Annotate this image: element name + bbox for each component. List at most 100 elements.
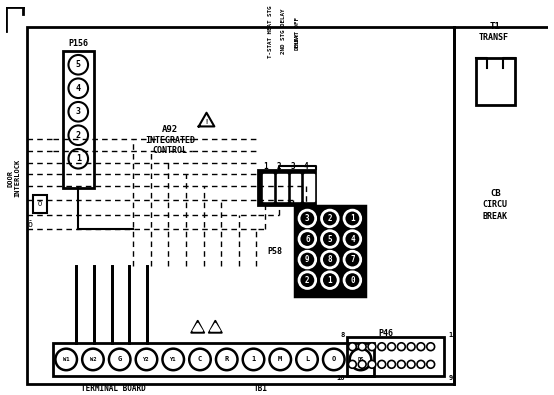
- Text: 5: 5: [76, 60, 81, 69]
- Text: BREAK: BREAK: [483, 212, 508, 221]
- Circle shape: [243, 349, 264, 370]
- Text: DS: DS: [357, 357, 364, 362]
- Text: 8: 8: [340, 332, 345, 338]
- Text: 16: 16: [336, 375, 345, 381]
- Circle shape: [136, 349, 157, 370]
- Circle shape: [427, 343, 435, 351]
- Text: W1: W1: [63, 357, 69, 362]
- Text: !: !: [204, 118, 209, 124]
- Text: TB1: TB1: [253, 384, 267, 393]
- Circle shape: [69, 126, 88, 145]
- Text: G: G: [117, 356, 122, 363]
- Bar: [27, 26, 454, 384]
- Polygon shape: [208, 320, 222, 333]
- Text: O: O: [38, 201, 42, 207]
- Text: 9: 9: [448, 375, 453, 381]
- Polygon shape: [199, 113, 214, 126]
- Text: 5: 5: [327, 235, 332, 244]
- Text: P156: P156: [68, 39, 88, 48]
- Circle shape: [216, 349, 238, 370]
- Text: C: C: [198, 356, 202, 363]
- Text: 1: 1: [448, 332, 453, 338]
- Text: Y1: Y1: [170, 357, 177, 362]
- Polygon shape: [211, 323, 220, 331]
- Text: 1: 1: [350, 214, 355, 223]
- Text: L: L: [305, 356, 309, 363]
- Circle shape: [321, 251, 338, 268]
- Circle shape: [348, 360, 356, 368]
- Text: ŏ: ŏ: [28, 220, 33, 229]
- Circle shape: [388, 360, 396, 368]
- Text: 4: 4: [76, 84, 81, 93]
- Circle shape: [321, 210, 338, 227]
- Text: P46: P46: [378, 329, 393, 337]
- Circle shape: [82, 349, 104, 370]
- Text: 1: 1: [76, 154, 81, 163]
- Circle shape: [350, 349, 371, 370]
- Circle shape: [296, 349, 318, 370]
- Circle shape: [69, 79, 88, 98]
- Circle shape: [299, 251, 316, 268]
- Text: 6: 6: [305, 235, 310, 244]
- Text: TRANSF: TRANSF: [478, 33, 509, 42]
- Text: CB: CB: [490, 188, 501, 198]
- Bar: [258, 171, 315, 205]
- Text: 2: 2: [76, 131, 81, 140]
- Circle shape: [55, 349, 77, 370]
- Circle shape: [321, 272, 338, 288]
- Circle shape: [397, 343, 405, 351]
- Text: CONTROL: CONTROL: [153, 147, 188, 155]
- Text: 3: 3: [290, 162, 295, 171]
- Text: 4: 4: [304, 162, 309, 171]
- Circle shape: [269, 349, 291, 370]
- Text: HEAT OFF: HEAT OFF: [295, 17, 300, 45]
- Circle shape: [358, 343, 366, 351]
- Text: O: O: [332, 356, 336, 363]
- Circle shape: [397, 360, 405, 368]
- Polygon shape: [191, 320, 204, 333]
- Text: P58: P58: [267, 247, 282, 256]
- Circle shape: [299, 231, 316, 247]
- Text: 7: 7: [350, 255, 355, 264]
- Bar: [476, 58, 515, 105]
- Circle shape: [417, 343, 425, 351]
- Text: 3: 3: [76, 107, 81, 116]
- Text: Y2: Y2: [143, 357, 150, 362]
- Circle shape: [162, 349, 184, 370]
- Text: T-STAT HEAT STG: T-STAT HEAT STG: [268, 5, 273, 58]
- Circle shape: [344, 210, 361, 227]
- Circle shape: [344, 272, 361, 288]
- Text: R: R: [224, 356, 229, 363]
- Bar: [63, 51, 94, 188]
- Text: 2ND STG DELAY: 2ND STG DELAY: [281, 9, 286, 54]
- Text: CIRCU: CIRCU: [483, 200, 508, 209]
- Bar: [346, 337, 444, 376]
- Circle shape: [407, 360, 415, 368]
- Circle shape: [344, 231, 361, 247]
- Text: INTEGRATED: INTEGRATED: [145, 135, 196, 145]
- Circle shape: [69, 149, 88, 169]
- Circle shape: [368, 360, 376, 368]
- Circle shape: [427, 360, 435, 368]
- Text: 1: 1: [327, 276, 332, 285]
- Bar: [295, 206, 365, 296]
- Text: 1: 1: [263, 162, 268, 171]
- Circle shape: [189, 349, 211, 370]
- Circle shape: [407, 343, 415, 351]
- Text: 4: 4: [350, 235, 355, 244]
- Circle shape: [378, 360, 386, 368]
- Circle shape: [378, 343, 386, 351]
- Text: 2: 2: [305, 276, 310, 285]
- Polygon shape: [193, 323, 203, 331]
- Circle shape: [348, 343, 356, 351]
- Text: 3: 3: [305, 214, 310, 223]
- Circle shape: [299, 210, 316, 227]
- Bar: [304, 175, 314, 201]
- Circle shape: [69, 55, 88, 75]
- Text: 0: 0: [350, 276, 355, 285]
- Circle shape: [321, 231, 338, 247]
- Circle shape: [344, 251, 361, 268]
- Bar: [33, 195, 47, 213]
- Circle shape: [323, 349, 345, 370]
- Bar: [277, 175, 287, 201]
